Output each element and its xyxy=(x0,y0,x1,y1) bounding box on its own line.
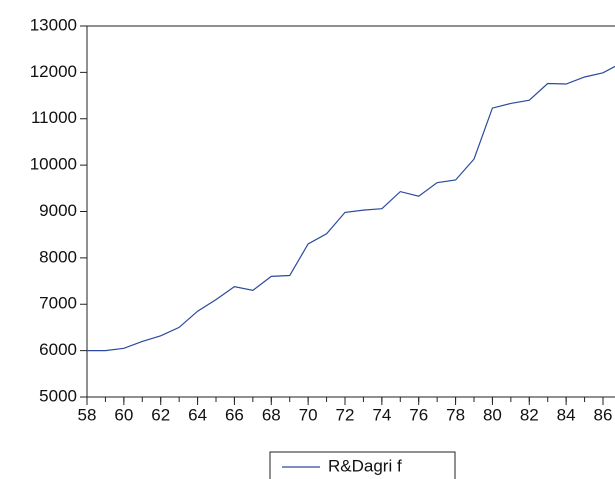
y-tick-label: 10000 xyxy=(30,155,77,174)
x-tick-label: 86 xyxy=(594,405,613,424)
legend: R&Dagri f xyxy=(270,452,455,479)
series-line xyxy=(87,63,615,351)
x-tick-label: 64 xyxy=(188,405,207,424)
y-tick-label: 7000 xyxy=(39,294,77,313)
y-tick-label: 13000 xyxy=(30,15,77,34)
x-tick-label: 82 xyxy=(520,405,539,424)
x-tick-label: 80 xyxy=(483,405,502,424)
x-tick-label: 62 xyxy=(151,405,170,424)
y-tick-label: 8000 xyxy=(39,247,77,266)
x-tick-label: 60 xyxy=(114,405,133,424)
x-tick-label: 68 xyxy=(262,405,281,424)
y-tick-label: 11000 xyxy=(31,108,77,127)
x-tick-label: 72 xyxy=(336,405,355,424)
y-tick-label: 5000 xyxy=(39,386,77,405)
chart: 5000 6000 7000 8000 9000 10000 11000 12000 13000… xyxy=(0,0,615,479)
legend-label: R&Dagri f xyxy=(328,456,402,475)
x-tick-label: 78 xyxy=(446,405,465,424)
y-tick-label: 6000 xyxy=(39,340,77,359)
y-tick-label: 12000 xyxy=(30,62,77,81)
x-tick-label: 84 xyxy=(557,405,576,424)
x-tick-label: 74 xyxy=(372,405,391,424)
x-tick-label: 66 xyxy=(225,405,244,424)
x-tick-label: 76 xyxy=(409,405,428,424)
x-tick-label: 58 xyxy=(78,405,97,424)
x-tick-label: 70 xyxy=(299,405,318,424)
y-tick-label: 9000 xyxy=(39,201,77,220)
